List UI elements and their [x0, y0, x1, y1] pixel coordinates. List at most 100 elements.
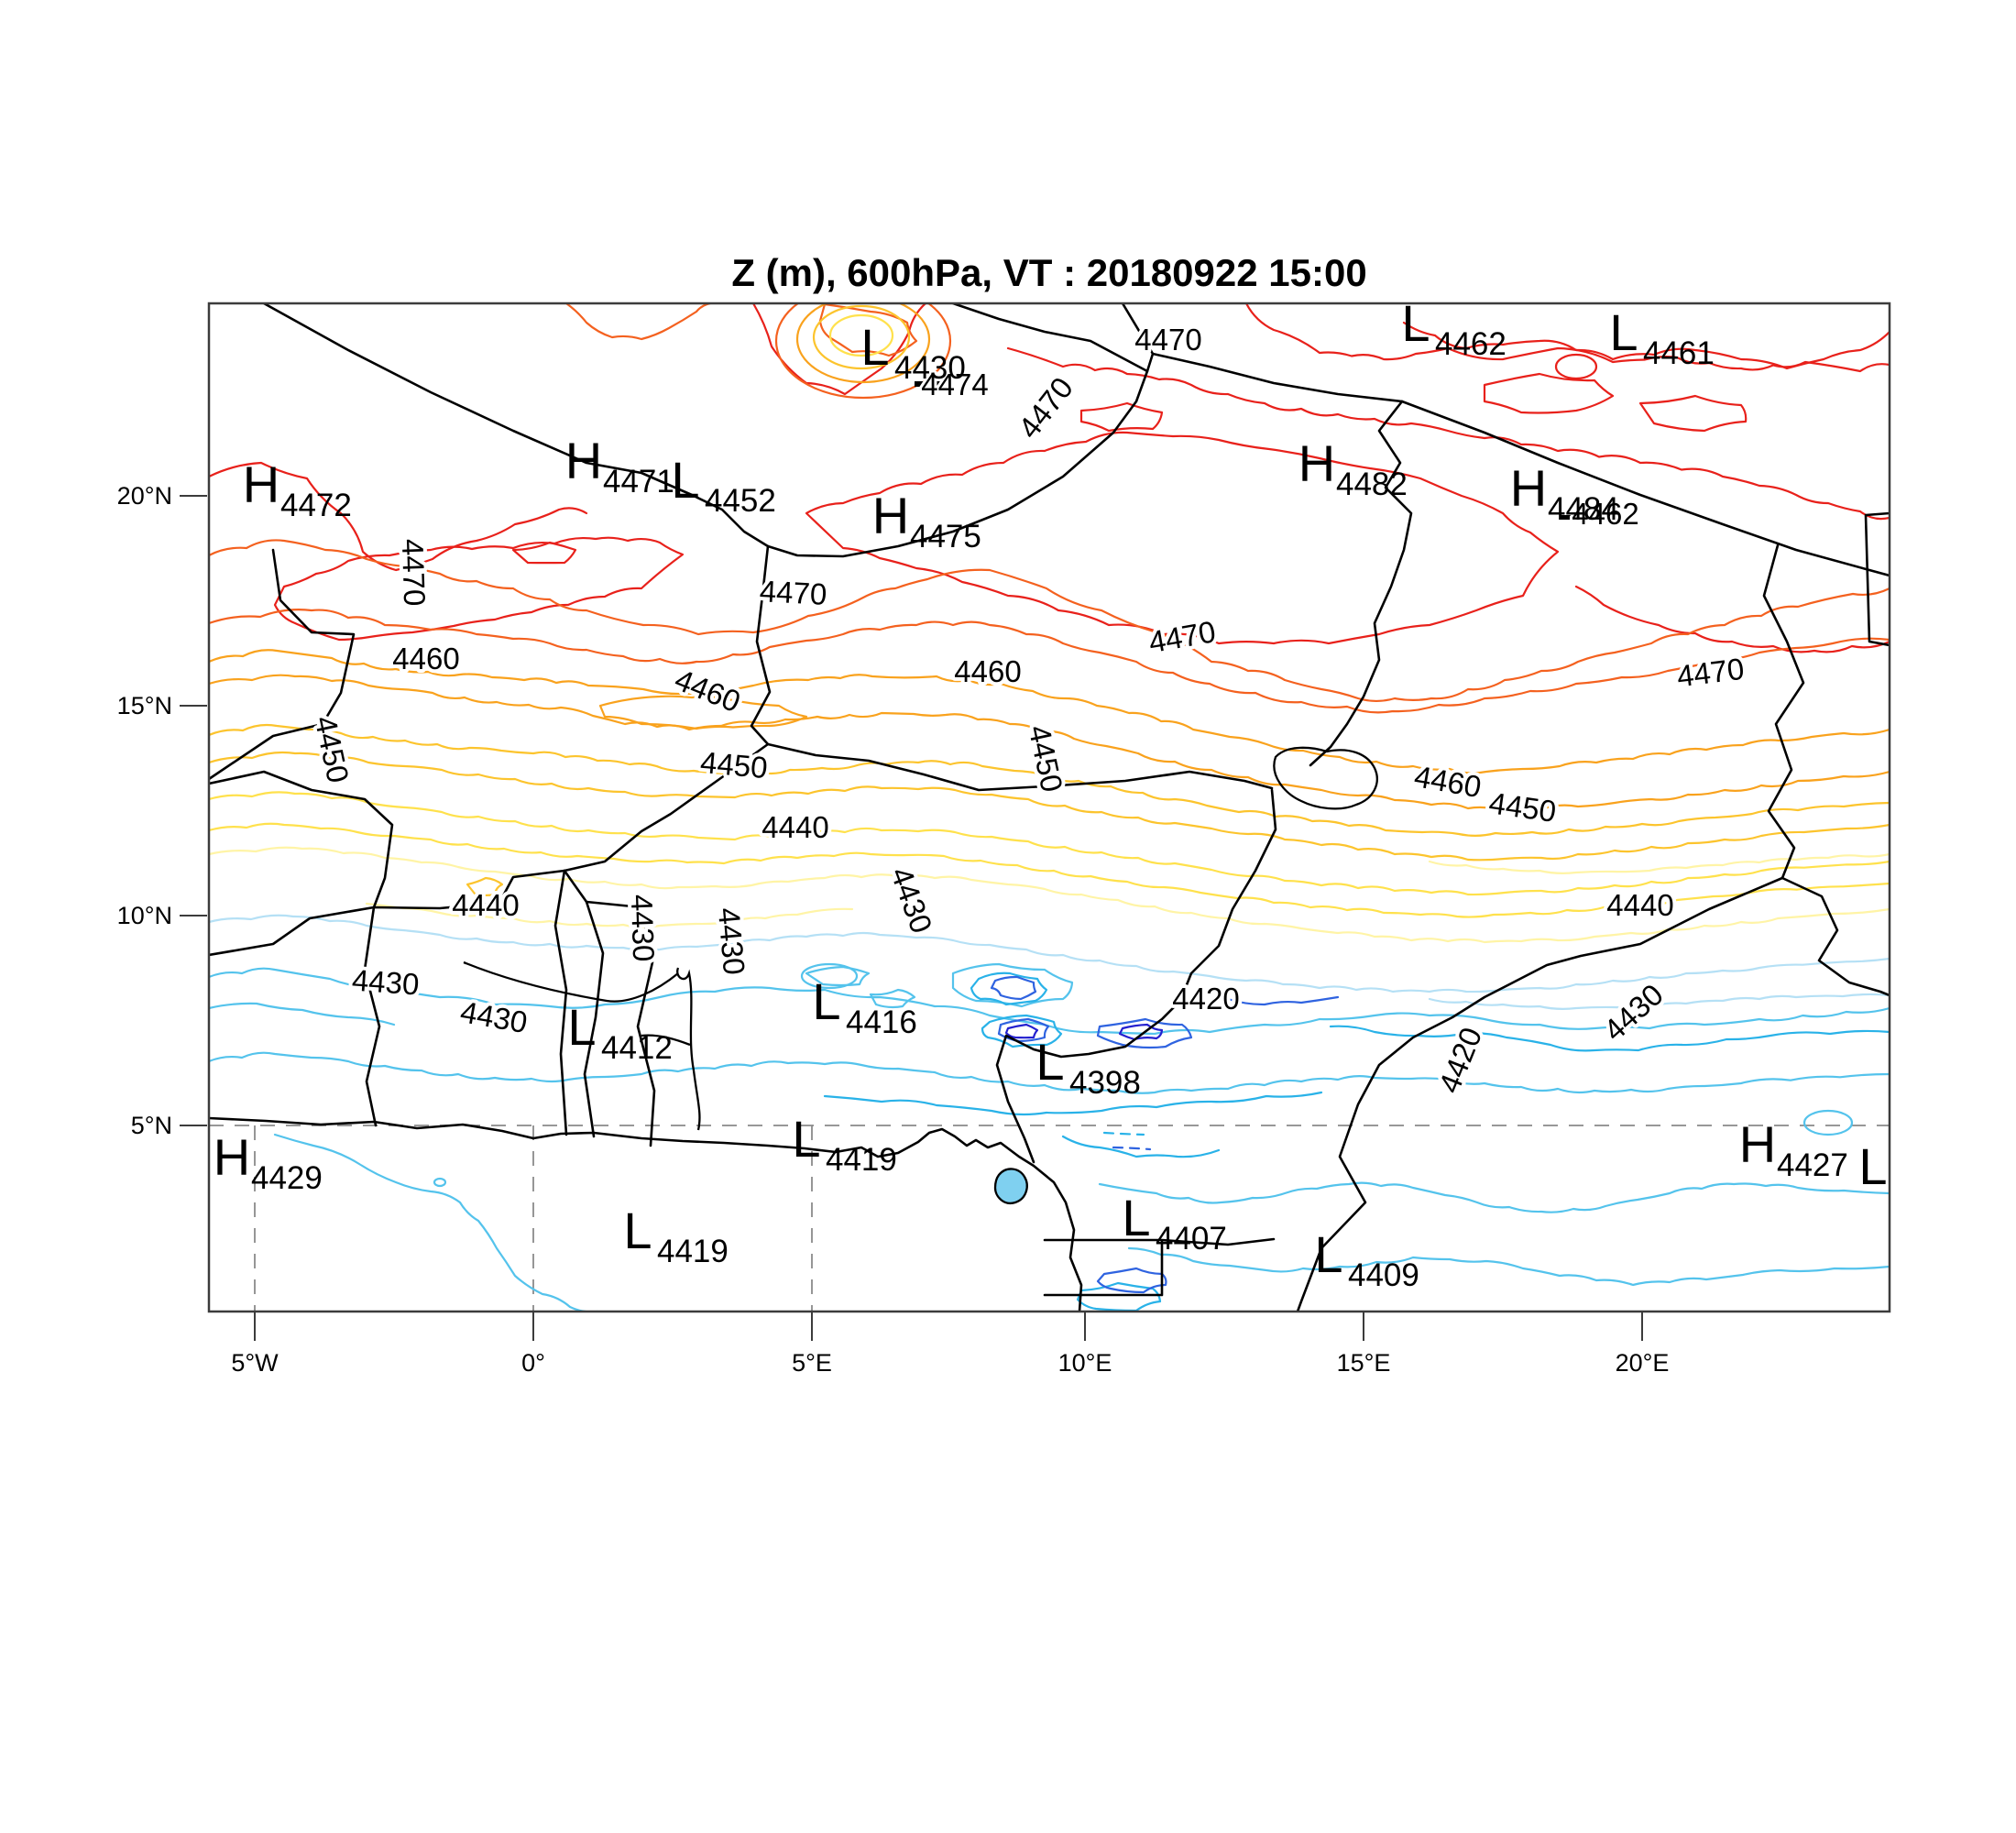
pressure-center-l4407: L 4407: [1122, 1189, 1226, 1257]
border-right-edge-box: [1864, 511, 1890, 647]
center-value: 4416: [846, 1004, 917, 1040]
contour-ring-amb: [812, 304, 911, 370]
contour-label: 4440: [1606, 888, 1673, 922]
center-value: 4462: [1435, 326, 1507, 362]
contour-line-cyn: [970, 971, 1048, 1006]
contour-line-cyn: [1076, 1281, 1162, 1312]
pressure-center-l4452: L 4452: [671, 451, 775, 519]
latitude-axis: 20°N 15°N 10°N 5°N: [117, 482, 207, 1139]
contour-line-red: [1402, 321, 1890, 370]
coastline: [209, 1116, 1083, 1312]
contour-ring-org: [795, 303, 931, 384]
border-cameroon-nigeria: [995, 788, 1277, 1164]
center-value: 4398: [1069, 1065, 1141, 1101]
pressure-center-l4430: L 4430: [860, 318, 965, 386]
contour-line-ind: [1004, 1023, 1039, 1039]
center-letter: L: [1122, 1189, 1150, 1246]
contour-label: 4460: [1412, 759, 1485, 804]
contour-label: 4420: [1431, 1023, 1488, 1098]
contour-line-ored: [209, 539, 1890, 703]
center-value: 4461: [1643, 335, 1715, 371]
pressure-center-l4419: L 4419: [623, 1202, 728, 1269]
border-niger-nigeria: [766, 742, 1274, 792]
lat-tick-label: 15°N: [117, 692, 172, 719]
contour-ring-red: [1554, 353, 1598, 380]
border-chad-car-cameroon: [1296, 876, 1784, 1312]
center-letter: L: [1035, 1033, 1064, 1091]
border-niger-chad: [1309, 400, 1413, 767]
center-value: 4472: [280, 488, 352, 523]
contour-line-red: [1574, 585, 1890, 653]
contour-line-cyn: [823, 1091, 1323, 1116]
border-top-center: [951, 303, 1149, 373]
border-ghana-togo: [553, 869, 568, 1136]
border-algeria-mali: [262, 303, 770, 548]
contour-ring-lbl: [433, 1177, 447, 1188]
border-equatorial-guinea: [1043, 1237, 1276, 1297]
contour-line-red: [805, 431, 1560, 645]
lat-tick-label: 5°N: [131, 1112, 172, 1139]
center-value: 4412: [601, 1030, 673, 1066]
lon-tick-label: 10°E: [1058, 1349, 1112, 1377]
contour-line-blu: [1096, 1017, 1193, 1049]
pressure-center-l4462: L 4462: [1401, 294, 1507, 362]
border-mali-left: [209, 548, 356, 781]
contour-label: 4470: [1675, 652, 1746, 694]
contour-label: 4430: [712, 906, 751, 976]
center-letter: H: [565, 432, 602, 489]
border-libya-niger: [1151, 352, 1404, 403]
contour-label: 4440: [452, 888, 519, 922]
center-value: 4482: [1336, 466, 1408, 502]
contour-label: 4430: [351, 963, 421, 1002]
contour-label: 4430: [884, 862, 939, 938]
pressure-center-h4475: H 4475: [872, 487, 981, 554]
center-value: 4471: [603, 464, 674, 499]
contour-line-lbl: [1098, 1181, 1890, 1213]
contour-line-org: [598, 695, 808, 730]
dot-mark: [915, 381, 924, 387]
border-burkina-niger: [209, 742, 770, 957]
contour-line-blu: [1112, 1146, 1152, 1151]
contour-line-blu: [1096, 1267, 1167, 1294]
aux-label: 4474: [921, 368, 988, 401]
pressure-center-l4398: L 4398: [1035, 1033, 1140, 1101]
lake-volta: [463, 960, 701, 1131]
contour-line-lbl: [869, 988, 916, 1009]
center-letter: H: [872, 487, 909, 544]
lon-tick-label: 5°W: [231, 1349, 279, 1377]
center-letter: H: [243, 456, 279, 513]
contour-line-red: [1638, 394, 1748, 433]
pressure-center-h4429: H 4429: [214, 1128, 323, 1196]
center-letter: L: [567, 998, 596, 1056]
border-chad-sudan: [1762, 543, 1890, 997]
border-burkina-west: [209, 770, 394, 909]
contour-label: 4430: [1597, 977, 1670, 1048]
contour-line-ored: [564, 303, 712, 341]
contour-ring-lbl: [800, 962, 859, 990]
pressure-center-l4409: L 4409: [1314, 1225, 1419, 1293]
contour-label: 4450: [1487, 785, 1559, 829]
contour-line-ind: [1118, 1023, 1164, 1041]
dot-mark: [935, 381, 944, 387]
center-value: 4430: [894, 350, 966, 386]
contour-line-red: [1483, 372, 1615, 414]
contour-line-lbl: [273, 1133, 599, 1312]
contour-line-pyl: [209, 846, 1890, 944]
contour-line-red: [1244, 303, 1890, 373]
contour-label: 4460: [392, 642, 459, 675]
contour-line-amb: [209, 751, 1890, 862]
border-togo-benin: [583, 900, 605, 1138]
center-letter: L: [1401, 294, 1430, 352]
center-letter: L: [1858, 1137, 1887, 1195]
contour-label: 4470: [396, 538, 433, 607]
contour-label: 4450: [699, 745, 769, 785]
contour-line-pbl: [209, 914, 1890, 993]
pressure-center-h4427: H 4427: [1739, 1115, 1848, 1183]
lake-chad: [1273, 746, 1378, 810]
contour-line-amb: [466, 876, 504, 896]
lon-tick-label: 15°E: [1337, 1349, 1391, 1377]
contour-label: 4430: [625, 894, 662, 962]
lon-tick-label: 5°E: [792, 1349, 832, 1377]
contour-lines: [209, 303, 1890, 1312]
contour-line-red: [1079, 401, 1164, 433]
